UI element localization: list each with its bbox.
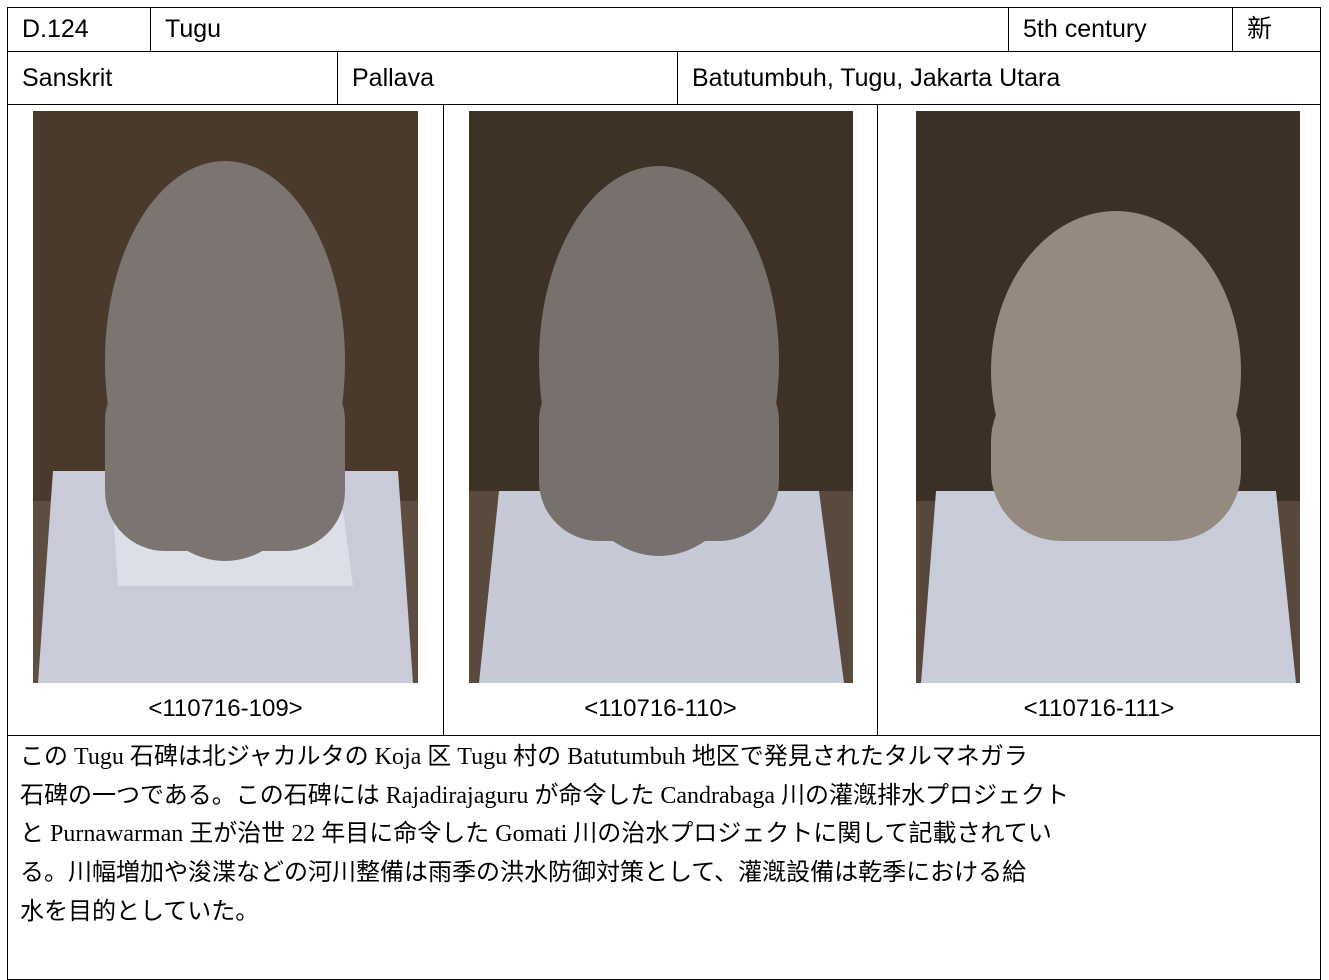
name-cell: Tugu	[150, 7, 1009, 52]
photo-cell: <110716-109>	[7, 104, 444, 736]
photo	[916, 111, 1300, 683]
description-line: る。川幅増加や浚渫などの河川整備は雨季の洪水防御対策として、灌漑設備は乾季におけ…	[20, 860, 1027, 887]
photo-cell: <110716-110>	[443, 104, 878, 736]
mark-cell: 新	[1232, 7, 1321, 52]
location-cell: Batutumbuh, Tugu, Jakarta Utara	[677, 51, 1321, 105]
description-line: と Purnawarman 王が治世 22 年目に命令した Gomati 川の治…	[20, 821, 1052, 848]
photo-caption: <110716-109>	[148, 695, 303, 722]
photo-caption: <110716-110>	[584, 695, 737, 722]
description-line: この Tugu 石碑は北ジャカルタの Koja 区 Tugu 村の Batutu…	[20, 744, 1028, 770]
description-line: 水を目的としていた。	[20, 898, 260, 925]
photo-cell: <110716-111>	[877, 104, 1321, 736]
script-cell: Pallava	[337, 51, 678, 105]
description-line: 石碑の一つである。この石碑には Rajadirajaguru が命令した Can…	[20, 782, 1069, 809]
photo-caption: <110716-111>	[1023, 695, 1175, 722]
id-cell: D.124	[7, 7, 151, 52]
photo	[469, 111, 853, 683]
description: この Tugu 石碑は北ジャカルタの Koja 区 Tugu 村の Batutu…	[7, 735, 1321, 980]
photo	[33, 111, 418, 683]
language-cell: Sanskrit	[7, 51, 338, 105]
date-cell: 5th century	[1008, 7, 1233, 52]
